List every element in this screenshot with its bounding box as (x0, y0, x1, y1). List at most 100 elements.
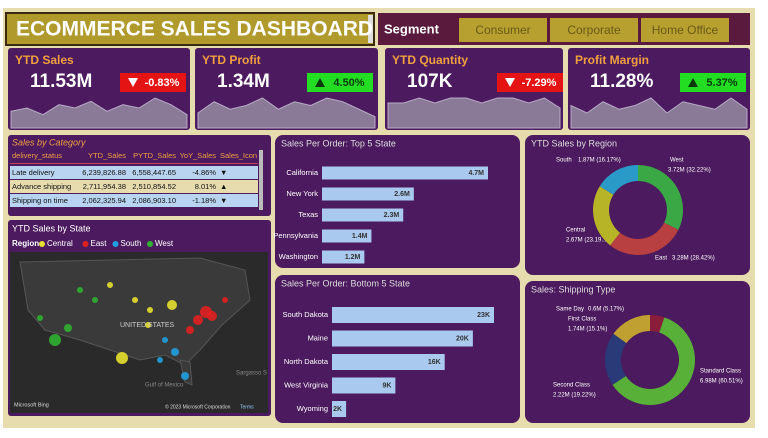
chart-panel (525, 281, 750, 423)
data-label: 2.6M (394, 191, 410, 198)
slice-name: Central (566, 228, 585, 234)
map-copyright: © 2023 Microsoft Corporation (165, 403, 231, 410)
kpi-delta: 5.37% (706, 77, 737, 89)
slice-name: East (655, 256, 667, 262)
map-bubble (162, 337, 168, 343)
map-bubble (193, 315, 203, 325)
chart-panel (275, 135, 520, 268)
map-bubble (186, 326, 194, 334)
map-legend-label: East (91, 239, 108, 248)
map-bubble (64, 324, 72, 332)
donut-slice (612, 317, 695, 405)
kpi-title: Profit Margin (575, 53, 649, 67)
kpi-title: YTD Profit (202, 53, 261, 67)
map-bubble (181, 372, 189, 380)
table-header-rule (10, 163, 258, 164)
table-cell: -4.86% (192, 168, 216, 177)
map-terms[interactable]: Terms (240, 404, 254, 410)
kpi-value: 1.34M (217, 71, 270, 92)
table-header: PYTD_Sales (133, 151, 176, 160)
kpi-delta-arrow (505, 78, 515, 87)
kpi-delta: -7.29% (522, 77, 557, 89)
data-label: 20K (456, 335, 469, 342)
slice-value: 2.67M (23.19... (566, 238, 607, 244)
slicer-button[interactable] (459, 18, 547, 42)
kpi-delta: -0.83% (145, 77, 180, 89)
table-cell: 6,239,826.88 (82, 168, 126, 177)
table-cell: 6,558,447.65 (132, 168, 176, 177)
table-scrollbar (259, 150, 263, 210)
table-cell: Advance shipping (12, 182, 71, 191)
map-bubble (145, 322, 151, 328)
table-title: Sales by Category (12, 137, 86, 147)
bar (322, 208, 404, 222)
kpi-delta-badge (307, 73, 373, 92)
data-label: 23K (477, 312, 490, 319)
kpi-sparkline (10, 97, 188, 129)
map-bubble (171, 348, 179, 356)
kpi-delta-badge (680, 73, 746, 92)
slicer-option[interactable]: Consumer (475, 23, 530, 37)
kpi-sparkline (197, 97, 376, 129)
chart-title: YTD Sales by Region (531, 138, 617, 148)
table-header: YTD_Sales (88, 151, 126, 160)
map-land (19, 257, 251, 366)
donut-slice (650, 315, 665, 333)
map-title: YTD Sales by State (12, 223, 91, 233)
kpi-value: 11.53M (30, 71, 92, 92)
chart-panel (275, 275, 520, 423)
slice-name: Second Class (553, 383, 590, 389)
category-label: Texas (298, 210, 318, 219)
slice-value: 0.6M (5.17%) (588, 307, 624, 313)
slice-value: 1.87M (16.17%) (578, 158, 621, 164)
table-header: delivery_status (12, 151, 62, 160)
map-bubble (167, 300, 177, 310)
category-label: Maine (308, 333, 328, 342)
table-cell: ▲ (220, 182, 227, 191)
slicer-button[interactable] (641, 18, 729, 42)
map-bubble (116, 352, 128, 364)
slice-name: First Class (568, 317, 596, 323)
map-sea-label: Gulf of Mexico (145, 383, 184, 389)
table-cell: 2,510,854.52 (132, 182, 176, 191)
slicer-button[interactable] (550, 18, 638, 42)
bar (332, 377, 396, 394)
bar (322, 250, 365, 264)
data-label: 1.2M (345, 254, 361, 261)
donut-slice (638, 165, 683, 230)
data-label: 16K (428, 359, 441, 366)
slice-name: Same Day (556, 307, 584, 313)
donut-slice (613, 315, 650, 344)
category-label: South Dakota (283, 310, 329, 319)
bar (332, 307, 494, 323)
slice-value: 3.28M (28.42%) (672, 256, 715, 262)
slicer-option[interactable]: Home Office (652, 23, 719, 37)
kpi-value: 11.28% (590, 71, 653, 92)
kpi-sparkline (387, 97, 561, 129)
map-bubble (157, 357, 163, 363)
chart-title: Sales: Shipping Type (531, 284, 615, 294)
table-cell: 2,062,325.94 (82, 196, 126, 205)
kpi-sparkline (570, 97, 748, 129)
table-row (10, 166, 258, 179)
map-legend-label: Central (47, 239, 73, 248)
map-logo: Microsoft Bing (14, 402, 49, 408)
kpi-delta-arrow (315, 78, 325, 87)
category-label: New York (286, 189, 318, 198)
map-bubble (207, 311, 217, 321)
kpi-delta: 4.50% (333, 77, 364, 89)
map-legend-dot (82, 241, 89, 247)
table-row (10, 194, 258, 207)
donut-slice (593, 186, 621, 246)
slicer-option[interactable]: Corporate (567, 23, 621, 37)
donut-slice (610, 222, 679, 256)
map-legend-label: West (155, 239, 174, 248)
map-ocean-label: Sargasso S (236, 371, 267, 377)
category-label: California (286, 168, 319, 177)
map-legend-dot (147, 241, 153, 247)
map-country-label: UNITED STATES (120, 322, 175, 329)
map-bubble (132, 297, 138, 303)
map-bubble (49, 334, 61, 346)
slice-value: 6.98M (60.51%) (700, 379, 743, 385)
